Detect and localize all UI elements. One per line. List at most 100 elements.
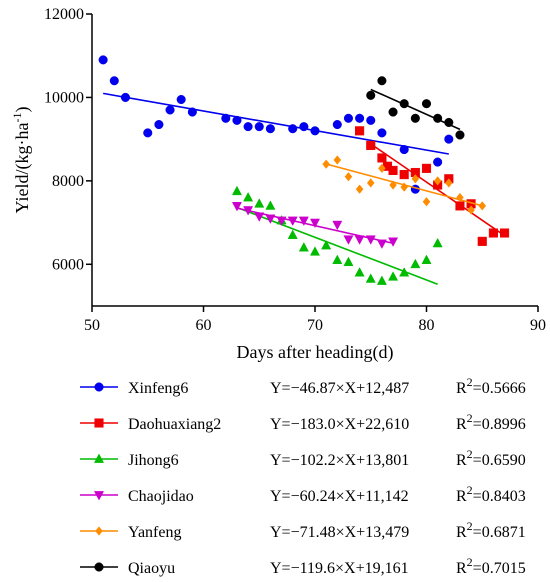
axes [91,14,538,307]
legend-entry-chaojidao: Chaojidao Y=−60.24×X+11,142 R2=0.8403 [80,483,526,505]
legend-r-squared: R2=0.5666 [456,375,526,397]
data-point [288,124,298,134]
legend-marker [94,562,104,572]
x-tick-label: 60 [196,317,212,334]
data-point [310,126,320,136]
data-point [388,107,398,117]
legend-equation: Y=−102.2×X+13,801 [270,452,409,469]
r2-superscript: 2 [467,411,473,425]
data-point [332,119,342,130]
data-point [421,254,432,264]
data-point [309,218,321,229]
data-point [455,130,465,140]
x-axis-label: Days after heading(d) [237,342,394,363]
data-point [376,275,387,285]
r2-superscript: 2 [467,375,473,389]
data-point [276,216,287,227]
data-point [321,239,332,250]
data-point [376,239,387,249]
data-point [388,237,399,247]
legend-series-name: Daohuaxiang2 [128,416,221,433]
y-axis-label-text: Yield/(kg·ha [12,123,33,214]
data-point [433,157,443,167]
data-point [456,192,464,203]
data-point [265,124,275,134]
data-point [98,55,108,65]
data-point [421,163,432,173]
x-tick-label: 70 [307,317,323,334]
data-point [410,258,421,269]
r2-label: R [456,524,467,541]
data-point [354,235,365,245]
data-point [411,174,420,184]
r2-superscript: 2 [467,519,473,533]
data-point [366,178,375,188]
legend-entry-xinfeng6: Xinfeng6 Y=−46.87×X+12,487 R2=0.5666 [80,375,526,397]
data-point [377,153,387,163]
data-point [176,94,186,105]
data-point [467,205,475,215]
data-point [265,214,276,224]
legend-marker [95,526,103,536]
r2-value: =0.5666 [473,380,526,397]
legend-series-name: Yanfeng [128,524,181,541]
data-point [243,192,254,202]
data-point [243,122,253,132]
data-point [433,176,442,186]
data-point [231,202,242,212]
legend-entry-jihong6: Jihong6 Y=−102.2×X+13,801 R2=0.6590 [80,447,526,469]
data-point [187,107,197,117]
legend-equation: Y=−60.24×X+11,142 [270,488,409,505]
data-point [366,115,376,125]
r2-value: =0.6871 [473,524,526,541]
data-point [455,201,465,211]
data-point [388,271,399,281]
legend-entry-yanfeng: Yanfeng Y=−71.48×X+13,479 R2=0.6871 [80,519,526,541]
data-point [399,99,409,109]
y-axis-label-close: ) [12,107,33,113]
data-point [254,198,265,208]
data-point [143,128,153,138]
plot-area [98,55,510,285]
data-point [377,76,387,86]
series-qiaoyu [366,76,465,140]
data-point [221,113,231,123]
data-point [120,92,130,102]
r2-value: =0.7015 [473,560,526,577]
data-point [299,122,309,132]
data-point [332,254,343,264]
legend-marker [93,453,105,463]
data-point [399,145,409,155]
fit-line [370,143,506,237]
r2-label: R [456,560,467,577]
y-tick-label: 10000 [44,89,84,106]
data-point [421,99,432,109]
data-point [309,246,321,256]
legend-r-squared: R2=0.8403 [456,483,526,505]
r2-label: R [456,452,467,469]
data-point [399,267,410,277]
data-point [109,76,119,86]
y-tick-label: 8000 [52,173,84,190]
data-point [478,201,487,211]
data-point [343,113,354,123]
data-point [232,115,242,125]
data-point [332,220,343,231]
legend-r-squared: R2=0.6590 [456,447,526,469]
legend-series-name: Chaojidao [128,488,194,505]
data-point [165,105,175,115]
data-point [422,197,431,207]
x-tick-label: 50 [84,317,100,334]
r2-superscript: 2 [467,447,473,461]
data-point [333,155,342,165]
data-point [265,200,276,210]
legend-r-squared: R2=0.7015 [456,555,526,577]
data-point [322,159,330,169]
data-point [388,165,398,175]
y-axis-label: Yield/(kg·ha-1) [10,107,33,214]
data-point [365,235,376,245]
data-point [231,185,242,196]
legend-entry-daohuaxiang2: Daohuaxiang2 Y=−183.0×X+22,610 R2=0.8996 [80,411,526,433]
data-point [355,126,365,136]
